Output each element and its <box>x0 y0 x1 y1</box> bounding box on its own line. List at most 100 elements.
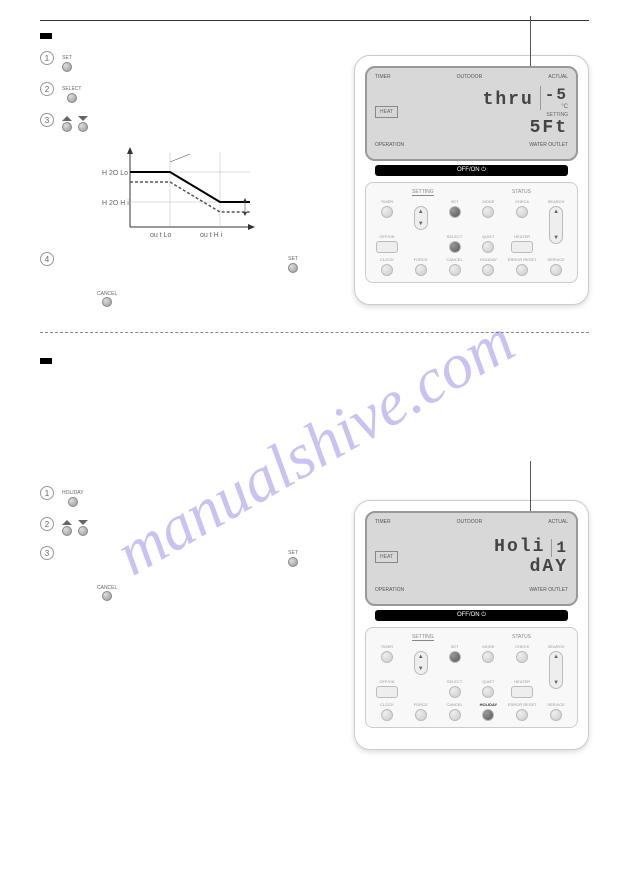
set-label-2: SET <box>288 256 298 263</box>
lcd-1-top: TIMER OUTDOOR ACTUAL <box>375 74 568 80</box>
select-button-inline: SELECT <box>62 86 81 103</box>
up-button-inline <box>62 116 72 132</box>
down-dot-icon <box>78 122 88 132</box>
cancel-dot-icon <box>102 297 112 307</box>
search-btn[interactable]: SEARCH▲▼ <box>541 199 571 244</box>
lcd-seg-2: 5Ft <box>530 118 568 138</box>
chart-svg: H 2O Lo H 2O H i ou t Lo ou t H i <box>100 142 260 242</box>
cancel-row-2: CANCEL <box>95 582 330 601</box>
lcd-seg-1b: Holi <box>494 537 545 557</box>
step-4-num: 4 <box>40 252 54 266</box>
lcd-1: TIMER OUTDOOR ACTUAL HEAT thru -5 °C SET… <box>365 66 578 161</box>
error-reset-btn[interactable]: ERROR RESET <box>507 257 537 276</box>
section-divider <box>40 332 589 333</box>
down-arrow-icon <box>78 116 88 121</box>
step2-2-text <box>60 517 330 536</box>
set-label-3: SET <box>288 550 298 557</box>
check-btn[interactable]: CHECK <box>507 199 537 218</box>
remote-controller-2: TIMER OUTDOOR ACTUAL HEAT Holi 1 dAY O <box>354 500 589 750</box>
lcd-actual-label: ACTUAL <box>548 74 568 80</box>
set-button-inline-3: SET <box>288 550 298 567</box>
lcd-timer-label: TIMER <box>375 74 391 80</box>
step-1-num: 1 <box>40 51 54 65</box>
mode-btn[interactable]: MODE <box>474 199 504 218</box>
cancel-button-inline: CANCEL <box>97 291 117 307</box>
quiet-btn[interactable]: QUIET <box>474 234 504 253</box>
select-btn-2[interactable]: SELECT <box>440 679 470 698</box>
error-reset-btn-2[interactable]: ERROR RESET <box>507 702 537 721</box>
chart-x1: ou t Lo <box>150 232 172 239</box>
lcd-seg-2b: dAY <box>530 557 568 577</box>
step2-2: 2 <box>40 517 330 536</box>
quiet-btn-2[interactable]: QUIET <box>474 679 504 698</box>
button-panel-1: SETTING STATUS TIMER ▲▼ SET MODE CHECK S… <box>365 182 578 283</box>
service-btn[interactable]: SERVICE <box>541 257 571 276</box>
step2-1: 1 HOLIDAY <box>40 486 330 507</box>
timer-btn[interactable]: TIMER <box>372 199 402 218</box>
timer-btn-2[interactable]: TIMER <box>372 644 402 663</box>
lcd-outdoor-label: OUTDOOR <box>457 74 483 80</box>
section-2-tag <box>40 358 52 364</box>
select-btn[interactable]: SELECT <box>440 234 470 253</box>
shift-curve-chart: H 2O Lo H 2O H i ou t Lo ou t H i <box>100 142 260 242</box>
top-rule <box>40 20 589 21</box>
offon-btn[interactable]: OFF/ON <box>372 234 402 253</box>
set-btn-2[interactable]: SET <box>440 644 470 663</box>
set-button-inline: SET <box>62 55 72 72</box>
lcd-operation-label: OPERATION <box>375 142 404 148</box>
clock-btn-2[interactable]: CLOCK <box>372 702 402 721</box>
service-btn-2[interactable]: SERVICE <box>541 702 571 721</box>
section-1-tag <box>40 33 52 39</box>
search-btn-2[interactable]: SEARCH▲▼ <box>541 644 571 689</box>
panel-setting-label-2: SETTING <box>412 634 434 641</box>
step-2-num: 2 <box>40 82 54 96</box>
holiday-btn-2[interactable]: HOLIDAY <box>474 702 504 721</box>
mode-btn-2[interactable]: MODE <box>474 644 504 663</box>
lcd-2-main: HEAT Holi 1 dAY <box>375 527 568 587</box>
lcd-actual-label-2: ACTUAL <box>548 519 568 525</box>
up-arrow-icon <box>62 116 72 121</box>
heater-btn-2[interactable]: HEATER <box>507 679 537 698</box>
heater-btn[interactable]: HEATER <box>507 234 537 253</box>
step-3-num: 3 <box>40 113 54 127</box>
cancel-btn-2[interactable]: CANCEL <box>440 702 470 721</box>
offon-btn-2[interactable]: OFF/ON <box>372 679 402 698</box>
check-btn-2[interactable]: CHECK <box>507 644 537 663</box>
down-dot-icon-2 <box>78 526 88 536</box>
holiday-btn[interactable]: HOLIDAY <box>474 257 504 276</box>
force-btn[interactable]: FORCE <box>406 257 436 276</box>
cancel-btn[interactable]: CANCEL <box>440 257 470 276</box>
updown-btn[interactable]: ▲▼ <box>406 199 436 230</box>
section-2: 1 HOLIDAY 2 3 <box>40 358 330 601</box>
updown-btn-2[interactable]: ▲▼ <box>406 644 436 675</box>
lcd-unit-1: °C <box>561 104 568 110</box>
set-dot-icon <box>62 62 72 72</box>
lcd-water-label: WATER OUTLET <box>529 142 568 148</box>
offon-bar-1[interactable]: OFF/ON ⏻ <box>375 165 568 176</box>
cancel-button-inline-2: CANCEL <box>97 585 117 601</box>
lcd-timer-label-2: TIMER <box>375 519 391 525</box>
lcd-2-bottom: OPERATION WATER OUTLET <box>375 587 568 593</box>
panel-status-label-2: STATUS <box>512 634 531 641</box>
step2-1-text: HOLIDAY <box>60 486 330 507</box>
lcd-2-top: TIMER OUTDOOR ACTUAL <box>375 519 568 525</box>
btn-grid-1: TIMER ▲▼ SET MODE CHECK SEARCH▲▼ OFF/ON … <box>372 199 571 276</box>
select-dot-icon <box>67 93 77 103</box>
force-btn-2[interactable]: FORCE <box>406 702 436 721</box>
cancel-row-1: CANCEL <box>95 288 330 307</box>
clock-btn[interactable]: CLOCK <box>372 257 402 276</box>
holiday-button-inline: HOLIDAY <box>62 490 84 507</box>
lcd-heat-box: HEAT <box>375 106 398 118</box>
select-label: SELECT <box>62 86 81 93</box>
step2-3: 3 SET <box>40 546 330 567</box>
pointer-line-2 <box>530 461 531 511</box>
set-btn[interactable]: SET <box>440 199 470 218</box>
step2-2-num: 2 <box>40 517 54 531</box>
set-dot-icon-3 <box>288 557 298 567</box>
step-3: 3 <box>40 113 330 132</box>
panel-status-label: STATUS <box>512 189 531 196</box>
holiday-dot-icon <box>68 497 78 507</box>
offon-bar-2[interactable]: OFF/ON ⏻ <box>375 610 568 621</box>
lcd-temp-1: -5 <box>545 86 568 104</box>
set-label: SET <box>62 55 72 62</box>
